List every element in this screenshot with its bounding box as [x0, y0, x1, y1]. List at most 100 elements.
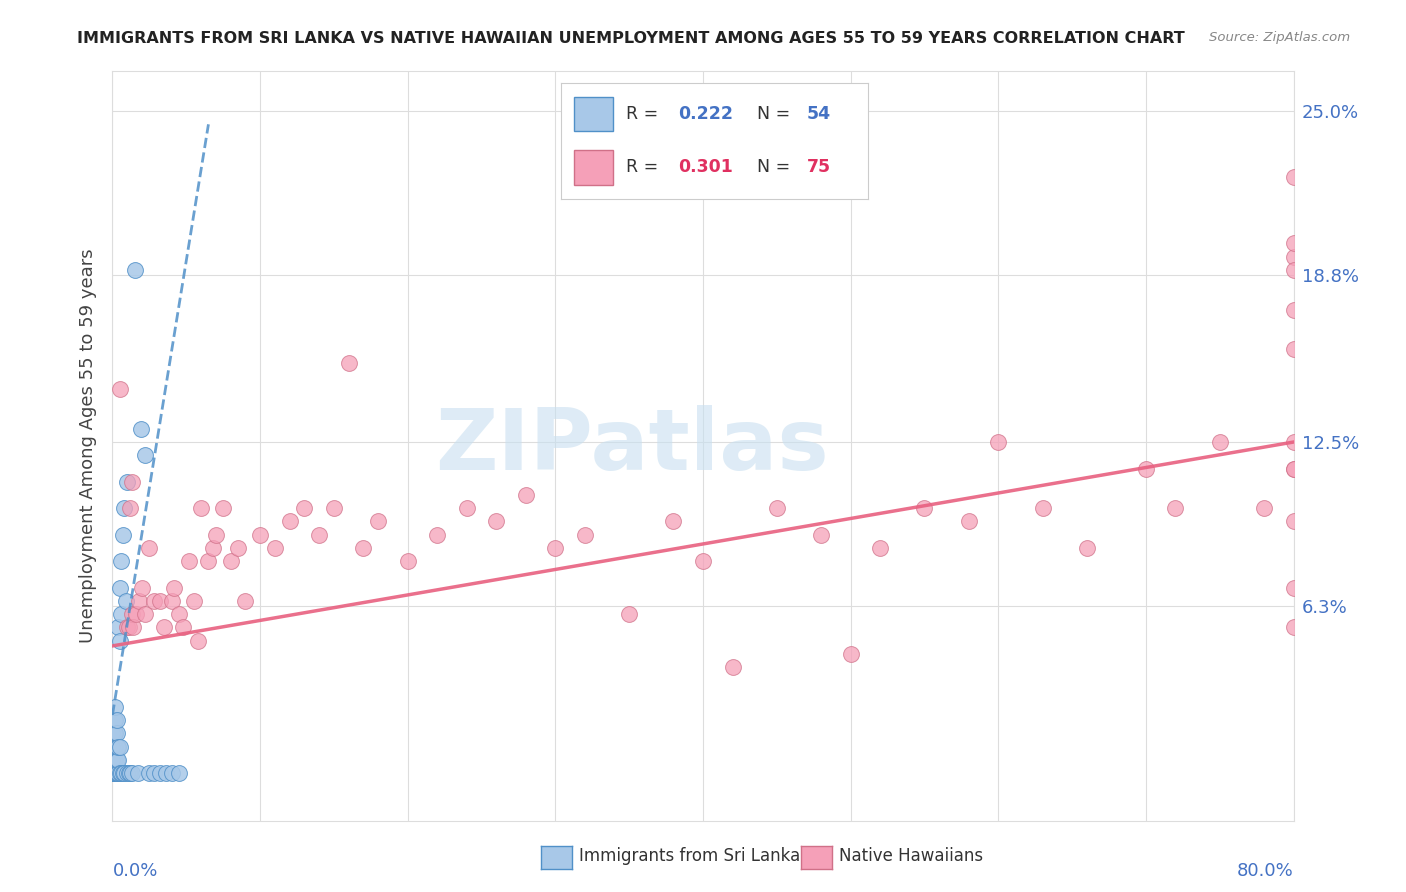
Point: [124, 263, 146, 277]
Point: [104, 739, 127, 754]
Point: [721, 660, 744, 674]
Point: [118, 620, 141, 634]
Point: [103, 766, 125, 780]
Point: [108, 382, 131, 396]
Point: [308, 527, 330, 541]
Point: [212, 501, 235, 516]
Point: [337, 356, 360, 370]
Point: [160, 766, 183, 780]
Point: [1253, 501, 1275, 516]
Point: [104, 766, 127, 780]
Point: [121, 475, 143, 489]
Point: [1282, 263, 1305, 277]
Point: [1282, 302, 1305, 317]
Point: [104, 726, 127, 740]
Text: 0.0%: 0.0%: [112, 862, 157, 880]
Point: [1282, 236, 1305, 251]
Point: [117, 475, 138, 489]
Point: [129, 422, 152, 436]
Text: Native Hawaiians: Native Hawaiians: [839, 847, 984, 865]
Text: Immigrants from Sri Lanka: Immigrants from Sri Lanka: [579, 847, 800, 865]
Point: [117, 766, 138, 780]
Point: [101, 726, 124, 740]
Point: [264, 541, 287, 555]
Point: [120, 501, 142, 516]
Point: [105, 766, 128, 780]
Y-axis label: Unemployment Among Ages 55 to 59 years: Unemployment Among Ages 55 to 59 years: [79, 249, 97, 643]
Point: [142, 594, 165, 608]
Point: [120, 766, 142, 780]
Point: [104, 753, 127, 767]
Point: [118, 766, 141, 780]
Point: [987, 435, 1010, 450]
Point: [619, 607, 641, 621]
Point: [104, 699, 127, 714]
Point: [101, 739, 124, 754]
Point: [117, 620, 138, 634]
Point: [1135, 461, 1157, 475]
Point: [105, 713, 128, 727]
Text: Source: ZipAtlas.com: Source: ZipAtlas.com: [1209, 31, 1350, 45]
Point: [1282, 343, 1305, 357]
Point: [142, 766, 165, 780]
Point: [172, 620, 194, 634]
Point: [352, 541, 374, 555]
Point: [1282, 515, 1305, 529]
Point: [396, 554, 419, 568]
Point: [515, 488, 537, 502]
Point: [1282, 250, 1305, 264]
Point: [810, 527, 832, 541]
Point: [103, 713, 125, 727]
Point: [278, 515, 301, 529]
Point: [103, 753, 125, 767]
Point: [105, 739, 128, 754]
Point: [292, 501, 315, 516]
Point: [128, 594, 150, 608]
Point: [108, 766, 131, 780]
Point: [233, 594, 256, 608]
Point: [163, 581, 186, 595]
Point: [138, 541, 160, 555]
Point: [187, 633, 209, 648]
Point: [179, 554, 201, 568]
Point: [101, 753, 124, 767]
Point: [134, 607, 156, 621]
Point: [104, 713, 127, 727]
Point: [112, 501, 135, 516]
Point: [103, 739, 125, 754]
Point: [197, 554, 219, 568]
Point: [103, 726, 125, 740]
Point: [869, 541, 891, 555]
Point: [1282, 620, 1305, 634]
Point: [104, 766, 127, 780]
Point: [226, 541, 249, 555]
Point: [957, 515, 980, 529]
Point: [110, 607, 132, 621]
Point: [107, 753, 129, 767]
Point: [574, 527, 596, 541]
Point: [1282, 461, 1305, 475]
Point: [190, 501, 212, 516]
Point: [127, 766, 149, 780]
Point: [121, 766, 143, 780]
Text: ZIPatlas: ZIPatlas: [436, 404, 830, 488]
Point: [105, 766, 128, 780]
Point: [110, 766, 132, 780]
Point: [125, 607, 148, 621]
Point: [107, 766, 129, 780]
Point: [107, 620, 129, 634]
Point: [160, 594, 183, 608]
Point: [101, 766, 124, 780]
Point: [426, 527, 449, 541]
Text: IMMIGRANTS FROM SRI LANKA VS NATIVE HAWAIIAN UNEMPLOYMENT AMONG AGES 55 TO 59 YE: IMMIGRANTS FROM SRI LANKA VS NATIVE HAWA…: [77, 31, 1185, 46]
Point: [914, 501, 936, 516]
Point: [692, 554, 714, 568]
Point: [1282, 461, 1305, 475]
Point: [1282, 581, 1305, 595]
Point: [122, 620, 145, 634]
Point: [662, 515, 685, 529]
Point: [110, 554, 132, 568]
Point: [219, 554, 242, 568]
Point: [108, 739, 131, 754]
Point: [105, 753, 128, 767]
